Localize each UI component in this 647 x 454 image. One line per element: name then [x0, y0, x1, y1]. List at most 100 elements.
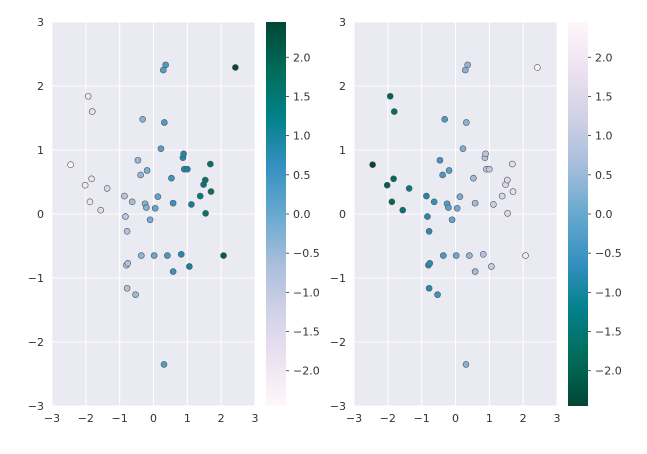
data-point: [143, 204, 150, 211]
data-point: [490, 201, 497, 208]
data-point: [138, 252, 145, 259]
colorbar-tick-label: 1.0: [595, 130, 613, 143]
y-tick-label: −3: [28, 400, 44, 413]
points: [369, 61, 541, 368]
data-point: [423, 192, 430, 200]
data-point: [488, 263, 495, 270]
colorbar-tick-label: 2.0: [293, 51, 311, 64]
data-point: [498, 192, 506, 200]
data-point: [486, 165, 493, 173]
scatter-chart-left: −3 −2 −1 0 1 2 3 −3 −2 −1 0 1 2 3 2.0 1.5 1.0 0.5 0.0 −0.…: [28, 16, 320, 425]
data-point: [161, 119, 168, 126]
data-point: [84, 92, 92, 100]
data-point: [157, 145, 165, 153]
colorbar: [568, 22, 588, 406]
data-point: [463, 119, 470, 126]
data-point: [464, 61, 471, 69]
x-tick-label: 2: [218, 412, 225, 425]
data-point: [122, 213, 129, 220]
data-point: [424, 213, 431, 220]
colorbar-tick-label: −1.5: [595, 326, 622, 339]
data-point: [425, 227, 433, 235]
data-point: [177, 251, 185, 258]
colorbar-tick-label: 1.5: [595, 90, 613, 103]
y-tick-label: 3: [37, 16, 44, 29]
scatter-chart-right: −3 −2 −1 0 1 2 3 −3 −2 −1 0 1 2 3 2.0 1.5 1.0 0.5 0.0 −0.…: [330, 16, 622, 425]
data-point: [232, 64, 239, 71]
data-point: [471, 268, 479, 275]
colorbar-tick-label: −0.5: [293, 247, 320, 260]
data-point: [509, 160, 516, 168]
y-tick-label: 3: [339, 16, 346, 29]
data-point: [97, 206, 105, 214]
data-point: [459, 145, 467, 153]
colorbar-tick-labels: 2.0 1.5 1.0 0.5 0.0 −0.5 −1.0 −1.5 −2.0: [588, 51, 622, 378]
data-point: [503, 176, 511, 184]
colorbar: [266, 22, 286, 406]
data-point: [471, 199, 479, 207]
colorbar-tick-label: 0.5: [293, 169, 311, 182]
grid: [353, 21, 558, 407]
data-point: [88, 175, 95, 183]
colorbar-tick-label: 0.0: [595, 208, 613, 221]
x-tick-label: −3: [44, 412, 60, 425]
data-point: [479, 251, 487, 258]
colorbar-tick-label: −2.0: [293, 365, 320, 378]
data-point: [445, 167, 453, 174]
colorbar-tick-label: −1.0: [293, 286, 320, 299]
y-tick-label: −1: [28, 272, 44, 285]
colorbar-tick-label: −0.5: [595, 247, 622, 260]
data-point: [150, 252, 158, 259]
data-point: [482, 150, 489, 158]
colorbar-tick-label: 0.0: [293, 208, 311, 221]
data-point: [470, 174, 477, 182]
data-point: [184, 165, 191, 173]
data-point: [439, 171, 446, 179]
x-tick-label: 3: [252, 412, 259, 425]
x-tick-labels: −3 −2 −1 0 1 2 3: [346, 412, 561, 425]
data-point: [436, 156, 444, 164]
data-point: [383, 181, 391, 189]
y-tick-labels: −3 −2 −1 0 1 2 3: [28, 16, 44, 413]
data-point: [154, 193, 162, 201]
x-tick-label: 3: [554, 412, 561, 425]
x-tick-labels: −3 −2 −1 0 1 2 3: [44, 412, 259, 425]
x-tick-label: −1: [112, 412, 128, 425]
y-tick-label: 0: [339, 208, 346, 221]
x-tick-label: 1: [486, 412, 493, 425]
colorbar-tick-label: −1.0: [595, 286, 622, 299]
data-point: [207, 188, 215, 195]
data-point: [139, 115, 146, 123]
data-point: [405, 185, 413, 192]
x-tick-label: 2: [520, 412, 527, 425]
points: [67, 61, 239, 368]
data-point: [453, 204, 461, 212]
grid: [51, 21, 256, 407]
data-point: [86, 198, 94, 206]
data-point: [128, 198, 136, 206]
data-point: [67, 161, 74, 169]
data-point: [534, 64, 541, 71]
data-point: [207, 160, 214, 168]
data-point: [462, 361, 470, 368]
colorbar-tick-label: −1.5: [293, 326, 320, 339]
colorbar-tick-label: 2.0: [595, 51, 613, 64]
data-point: [196, 192, 204, 200]
data-point: [504, 210, 511, 217]
data-point: [399, 206, 407, 214]
data-point: [425, 284, 433, 292]
data-point: [202, 210, 209, 217]
x-tick-label: 0: [452, 412, 459, 425]
colorbar-tick-label: −2.0: [595, 365, 622, 378]
data-point: [201, 176, 209, 184]
data-point: [160, 361, 168, 368]
colorbar-tick-label: 1.0: [293, 130, 311, 143]
data-point: [441, 115, 448, 123]
data-point: [388, 198, 396, 206]
data-point: [169, 199, 177, 207]
data-point: [81, 181, 89, 189]
data-point: [369, 161, 376, 169]
data-point: [522, 252, 529, 259]
data-point: [146, 216, 154, 224]
y-tick-label: −2: [330, 336, 346, 349]
